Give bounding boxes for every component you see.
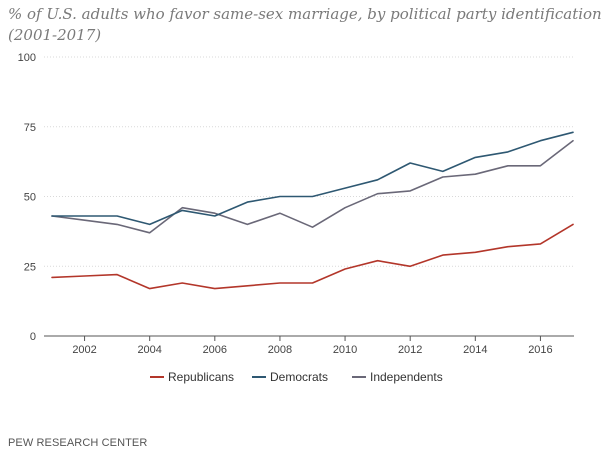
- source-note: PEW RESEARCH CENTER: [8, 437, 148, 449]
- x-tick-label: 2016: [528, 344, 552, 356]
- x-tick-label: 2014: [463, 344, 487, 356]
- series-line-independents: [51, 139, 574, 234]
- y-tick-label: 0: [30, 331, 36, 343]
- legend-label: Independents: [370, 370, 443, 384]
- legend-label: Republicans: [168, 370, 234, 384]
- legend-item-independents: Independents: [352, 370, 443, 384]
- chart-title-line-2: (2001-2017): [8, 26, 102, 44]
- series-lines: [51, 131, 574, 290]
- gridlines: [44, 56, 574, 267]
- series-line-republicans: [51, 223, 574, 290]
- x-tick-label: 2004: [137, 344, 161, 356]
- x-tick-label: 2002: [72, 344, 96, 356]
- y-tick-label: 75: [24, 122, 36, 134]
- series-line-democrats: [51, 131, 574, 226]
- legend: Republicans Democrats Independents: [150, 370, 443, 384]
- legend-label: Democrats: [270, 370, 328, 384]
- chart-title: % of U.S. adults who favor same-sex marr…: [8, 4, 606, 46]
- y-tick-label: 50: [24, 192, 36, 204]
- chart-title-line-1: % of U.S. adults who favor same-sex marr…: [8, 5, 602, 23]
- legend-item-democrats: Democrats: [252, 370, 328, 384]
- y-tick-label: 100: [18, 52, 36, 64]
- x-tick-label: 2012: [398, 344, 422, 356]
- axes: 0 25 50 75 100 2002 2004 2006 2008 2010 2012 2014 20…: [18, 52, 574, 356]
- y-tick-label: 25: [24, 261, 36, 273]
- x-tick-label: 2008: [268, 344, 292, 356]
- x-tick-label: 2006: [203, 344, 227, 356]
- x-tick-label: 2010: [333, 344, 357, 356]
- legend-item-republicans: Republicans: [150, 370, 234, 384]
